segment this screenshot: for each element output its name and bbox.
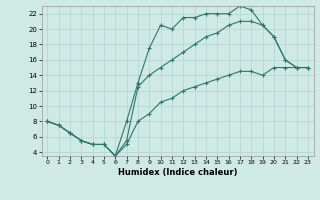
X-axis label: Humidex (Indice chaleur): Humidex (Indice chaleur) xyxy=(118,168,237,177)
